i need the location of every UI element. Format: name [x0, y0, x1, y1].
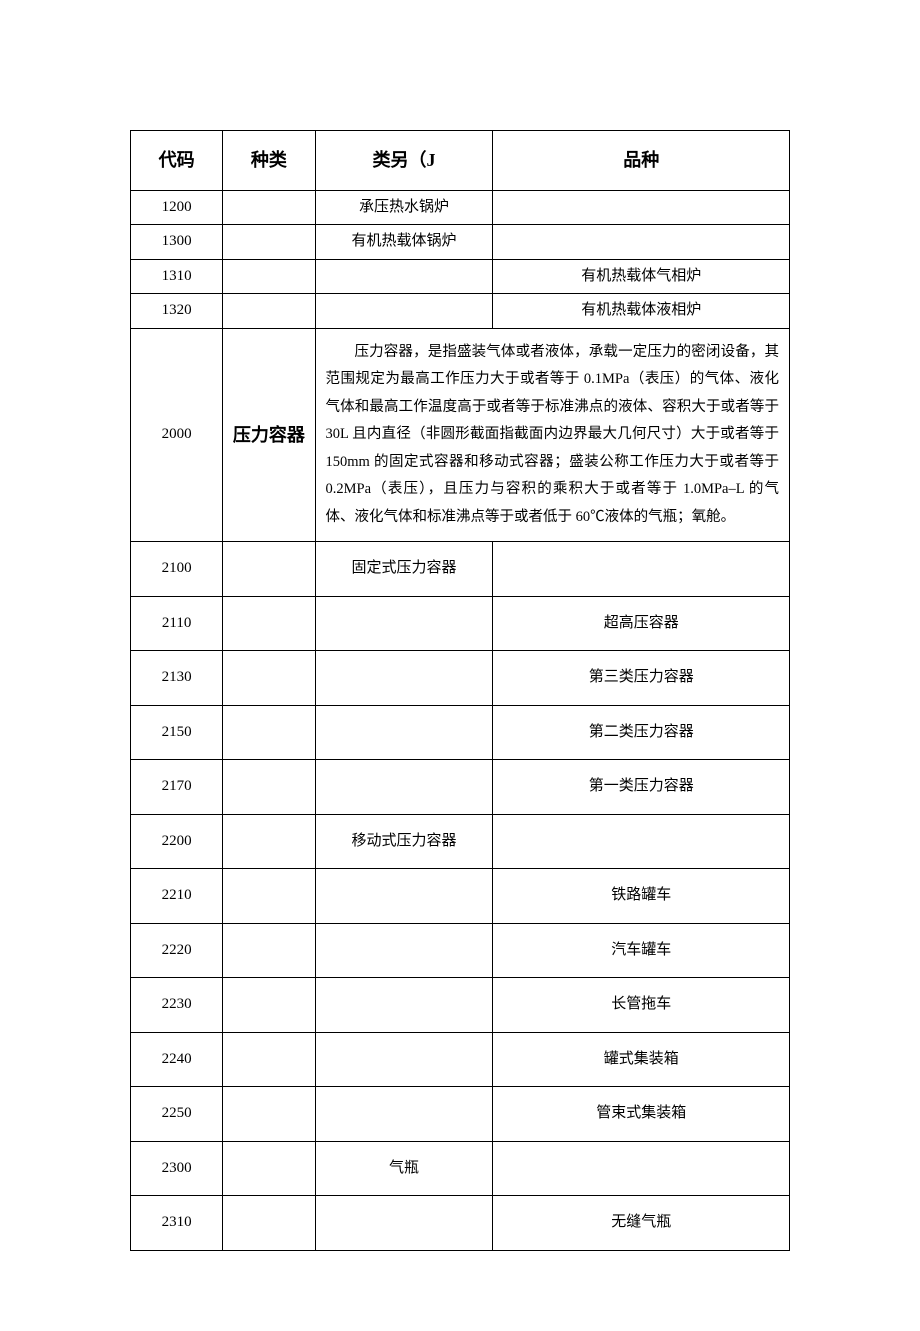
variety-cell: 有机热载体气相炉	[493, 259, 790, 294]
category-cell	[315, 869, 493, 924]
category-cell	[315, 1032, 493, 1087]
kind-cell	[223, 294, 315, 329]
code-cell: 2150	[131, 705, 223, 760]
equipment-table: 代码种类类另（J品种1200承压热水锅炉1300有机热载体锅炉1310有机热载体…	[130, 130, 790, 1251]
kind-cell	[223, 760, 315, 815]
category-cell	[315, 923, 493, 978]
kind-cell	[223, 1032, 315, 1087]
code-cell: 1200	[131, 190, 223, 225]
category-cell: 承压热水锅炉	[315, 190, 493, 225]
description-text: 压力容器，是指盛装气体或者液体，承载一定压力的密闭设备，其范围规定为最高工作压力…	[326, 339, 780, 532]
table-row: 2300 气瓶	[131, 1141, 790, 1196]
code-cell: 1310	[131, 259, 223, 294]
variety-cell	[493, 190, 790, 225]
kind-cell	[223, 259, 315, 294]
variety-cell	[493, 225, 790, 260]
kind-cell	[223, 651, 315, 706]
variety-cell: 有机热载体液相炉	[493, 294, 790, 329]
variety-cell: 无缝气瓶	[493, 1196, 790, 1251]
variety-cell: 汽车罐车	[493, 923, 790, 978]
table-row: 2130 第三类压力容器	[131, 651, 790, 706]
table-row: 2250 管束式集装箱	[131, 1087, 790, 1142]
code-cell: 2200	[131, 814, 223, 869]
code-cell: 2210	[131, 869, 223, 924]
kind-cell	[223, 978, 315, 1033]
variety-cell: 第二类压力容器	[493, 705, 790, 760]
kind-cell	[223, 869, 315, 924]
kind-cell	[223, 1196, 315, 1251]
variety-cell: 铁路罐车	[493, 869, 790, 924]
code-cell: 1300	[131, 225, 223, 260]
table-row: 2110 超高压容器	[131, 596, 790, 651]
category-cell: 有机热载体锅炉	[315, 225, 493, 260]
code-cell: 2110	[131, 596, 223, 651]
code-cell: 2250	[131, 1087, 223, 1142]
code-cell: 2000	[131, 328, 223, 542]
kind-cell	[223, 923, 315, 978]
code-cell: 2170	[131, 760, 223, 815]
category-cell	[315, 1196, 493, 1251]
table-row: 2210 铁路罐车	[131, 869, 790, 924]
kind-cell	[223, 225, 315, 260]
table-row: 1320 有机热载体液相炉	[131, 294, 790, 329]
category-cell	[315, 978, 493, 1033]
table-row: 2310 无缝气瓶	[131, 1196, 790, 1251]
variety-cell	[493, 542, 790, 597]
code-cell: 1320	[131, 294, 223, 329]
variety-cell: 长管拖车	[493, 978, 790, 1033]
variety-cell: 罐式集装箱	[493, 1032, 790, 1087]
kind-cell	[223, 814, 315, 869]
table-row: 2200 移动式压力容器	[131, 814, 790, 869]
kind-cell	[223, 1087, 315, 1142]
category-cell	[315, 259, 493, 294]
code-cell: 2100	[131, 542, 223, 597]
category-cell	[315, 596, 493, 651]
category-cell	[315, 651, 493, 706]
kind-cell	[223, 1141, 315, 1196]
code-cell: 2300	[131, 1141, 223, 1196]
code-cell: 2130	[131, 651, 223, 706]
kind-cell: 压力容器	[223, 328, 315, 542]
code-cell: 2220	[131, 923, 223, 978]
document-page: 代码种类类另（J品种1200承压热水锅炉1300有机热载体锅炉1310有机热载体…	[0, 0, 920, 1331]
category-cell	[315, 294, 493, 329]
header-variety: 品种	[493, 131, 790, 191]
table-body: 代码种类类另（J品种1200承压热水锅炉1300有机热载体锅炉1310有机热载体…	[131, 131, 790, 1251]
description-cell: 压力容器，是指盛装气体或者液体，承载一定压力的密闭设备，其范围规定为最高工作压力…	[315, 328, 790, 542]
table-row: 2240 罐式集装箱	[131, 1032, 790, 1087]
table-row: 2100 固定式压力容器	[131, 542, 790, 597]
variety-cell: 第三类压力容器	[493, 651, 790, 706]
header-category: 类另（J	[315, 131, 493, 191]
code-cell: 2230	[131, 978, 223, 1033]
table-header-row: 代码种类类另（J品种	[131, 131, 790, 191]
category-cell	[315, 1087, 493, 1142]
table-row: 1310 有机热载体气相炉	[131, 259, 790, 294]
code-cell: 2240	[131, 1032, 223, 1087]
table-row: 1300 有机热载体锅炉	[131, 225, 790, 260]
category-cell: 固定式压力容器	[315, 542, 493, 597]
category-cell: 移动式压力容器	[315, 814, 493, 869]
table-row: 2230 长管拖车	[131, 978, 790, 1033]
variety-cell	[493, 814, 790, 869]
kind-cell	[223, 542, 315, 597]
variety-cell: 管束式集装箱	[493, 1087, 790, 1142]
table-row: 2170 第一类压力容器	[131, 760, 790, 815]
kind-cell	[223, 705, 315, 760]
category-cell	[315, 760, 493, 815]
variety-cell: 第一类压力容器	[493, 760, 790, 815]
header-code: 代码	[131, 131, 223, 191]
code-cell: 2310	[131, 1196, 223, 1251]
kind-cell	[223, 596, 315, 651]
table-row: 2220 汽车罐车	[131, 923, 790, 978]
variety-cell: 超高压容器	[493, 596, 790, 651]
kind-cell	[223, 190, 315, 225]
table-row: 2150 第二类压力容器	[131, 705, 790, 760]
category-cell: 气瓶	[315, 1141, 493, 1196]
variety-cell	[493, 1141, 790, 1196]
category-cell	[315, 705, 493, 760]
table-row: 2000压力容器压力容器，是指盛装气体或者液体，承载一定压力的密闭设备，其范围规…	[131, 328, 790, 542]
table-row: 1200 承压热水锅炉	[131, 190, 790, 225]
header-kind: 种类	[223, 131, 315, 191]
